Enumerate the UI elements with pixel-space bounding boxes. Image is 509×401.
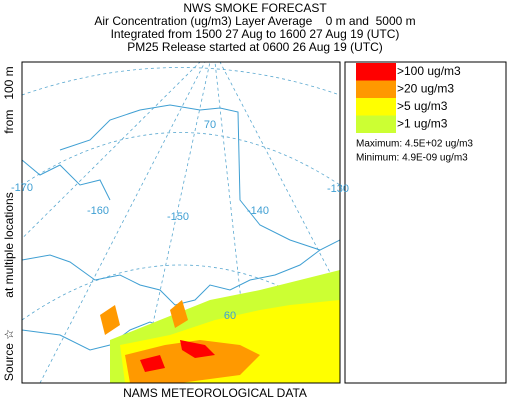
legend-swatch — [356, 98, 396, 116]
parallel — [22, 132, 340, 186]
smoke-area — [100, 305, 120, 335]
source-label: Source ☆ — [2, 329, 16, 381]
grid-label: -150 — [167, 211, 189, 223]
coastline — [22, 159, 111, 201]
legend-swatch — [356, 63, 396, 81]
meridian — [39, 62, 206, 383]
coastline — [59, 104, 321, 251]
map-frame — [21, 61, 341, 384]
title: NWS SMOKE FORECAST — [183, 1, 327, 15]
subtitle: Air Concentration (ug/m3) Layer Average … — [94, 14, 415, 28]
legend-frame — [344, 61, 507, 384]
grid-label: 60 — [224, 310, 236, 322]
grid-label: -140 — [247, 205, 269, 217]
source-label: from 100 m — [2, 66, 16, 133]
footer: NAMS METEOROLOGICAL DATA — [123, 386, 307, 400]
legend-swatch — [356, 115, 396, 133]
map — [22, 62, 340, 383]
parallel — [22, 67, 340, 96]
smoke-area — [180, 340, 215, 358]
source-label: at multiple locations — [2, 192, 16, 297]
grid-label: -160 — [87, 205, 109, 217]
subtitle: Integrated from 1500 27 Aug to 1600 27 A… — [111, 27, 400, 41]
parallel — [22, 264, 340, 321]
grid-label: -170 — [11, 182, 33, 194]
grid-label: -130 — [327, 183, 349, 195]
smoke-area — [140, 355, 165, 372]
subtitle: PM25 Release started at 0600 26 Aug 19 (… — [127, 40, 382, 54]
smoke-area — [170, 300, 188, 328]
coastline — [22, 239, 340, 306]
meridian — [22, 62, 201, 240]
legend-label: >5 ug/m3 — [397, 99, 448, 113]
legend-label: >1 ug/m3 — [397, 117, 448, 131]
smoke-area — [125, 340, 260, 383]
legend-swatch — [356, 80, 396, 98]
grid-label: 70 — [204, 119, 216, 131]
minimum: Minimum: 4.9E-09 ug/m3 — [356, 153, 468, 164]
legend-label: >20 ug/m3 — [397, 82, 454, 96]
maximum: Maximum: 4.5E+02 ug/m3 — [356, 139, 473, 150]
legend-label: >100 ug/m3 — [397, 64, 461, 78]
